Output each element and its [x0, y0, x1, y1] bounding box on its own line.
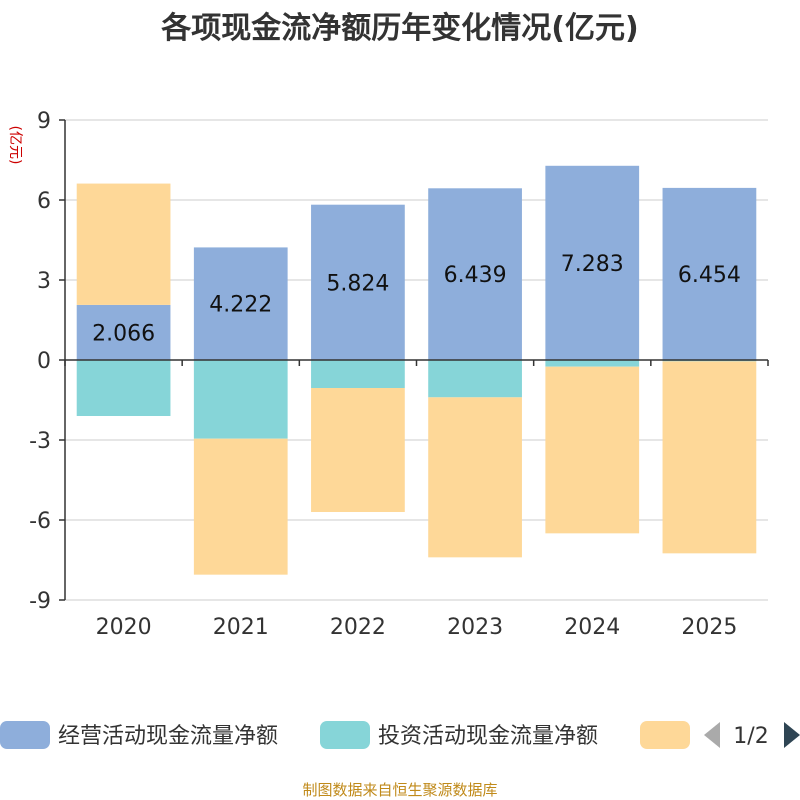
legend-next-icon[interactable] [784, 722, 800, 748]
data-labels: 2.066 4.222 5.824 6.439 7.283 6.454 [92, 252, 741, 347]
source-note: 制图数据来自恒生聚源数据库 [302, 781, 497, 799]
y-tick-label: 9 [37, 109, 51, 134]
x-tick-label: 2020 [96, 615, 152, 640]
legend-page-indicator: 1/2 [733, 724, 768, 749]
data-label: 2.066 [92, 321, 155, 346]
y-axis-unit: (亿元) [7, 126, 23, 165]
data-label: 5.824 [326, 271, 389, 296]
bar-series3-2021 [193, 438, 288, 575]
legend-swatch[interactable] [640, 721, 690, 749]
bar-series2-2021 [193, 360, 288, 439]
y-tick-label: -9 [29, 589, 51, 614]
legend-item-label[interactable]: 经营活动现金流量净额 [58, 724, 278, 749]
x-tick-label: 2023 [447, 615, 503, 640]
x-tick-labels: 2020 2021 2022 2023 2024 2025 [96, 615, 738, 640]
legend-pager: 1/2 [704, 722, 800, 749]
bar-series2-2022 [311, 360, 405, 388]
bar-series2-2024 [545, 360, 640, 367]
bar-series1-2022 [311, 204, 405, 360]
bar-series2-2023 [428, 360, 522, 398]
bar-series1-2021 [193, 247, 288, 360]
data-label: 6.454 [678, 263, 741, 288]
bar-series2-2020 [76, 360, 171, 416]
legend-item-label[interactable]: 投资活动现金流量净额 [378, 724, 598, 749]
x-tick-label: 2021 [213, 615, 269, 640]
x-tick-label: 2024 [564, 615, 620, 640]
data-label: 6.439 [444, 263, 507, 288]
legend: 经营活动现金流量净额 投资活动现金流量净额 [0, 721, 690, 749]
legend-prev-icon[interactable] [704, 722, 720, 748]
legend-swatch[interactable] [0, 721, 50, 749]
bar-series1-2024 [545, 165, 640, 360]
grid-lines [65, 119, 768, 601]
bar-series3-2025 [662, 361, 757, 554]
bar-series3-2022 [311, 388, 405, 512]
y-tick-label: 3 [37, 269, 51, 294]
chart-title: 各项现金流净额历年变化情况(亿元) [160, 11, 638, 46]
axes [59, 119, 769, 601]
y-tick-label: -6 [29, 509, 51, 534]
y-tick-label: -3 [29, 429, 51, 454]
data-label: 4.222 [209, 293, 272, 318]
y-tick-label: 6 [37, 189, 51, 214]
y-tick-labels: 9 6 3 0 -3 -6 -9 [29, 109, 51, 614]
data-label: 7.283 [561, 252, 624, 277]
bar-series1-2025 [662, 187, 757, 360]
bar-series1-2020 [76, 304, 171, 360]
x-tick-label: 2025 [681, 615, 737, 640]
bar-series3-2024 [545, 366, 640, 534]
bars [76, 165, 757, 575]
bar-series3-2020 [76, 183, 171, 305]
x-tick-label: 2022 [330, 615, 386, 640]
bar-series3-2023 [428, 397, 522, 558]
bar-series1-2023 [428, 188, 522, 360]
y-tick-label: 0 [37, 349, 51, 374]
legend-swatch[interactable] [320, 721, 370, 749]
